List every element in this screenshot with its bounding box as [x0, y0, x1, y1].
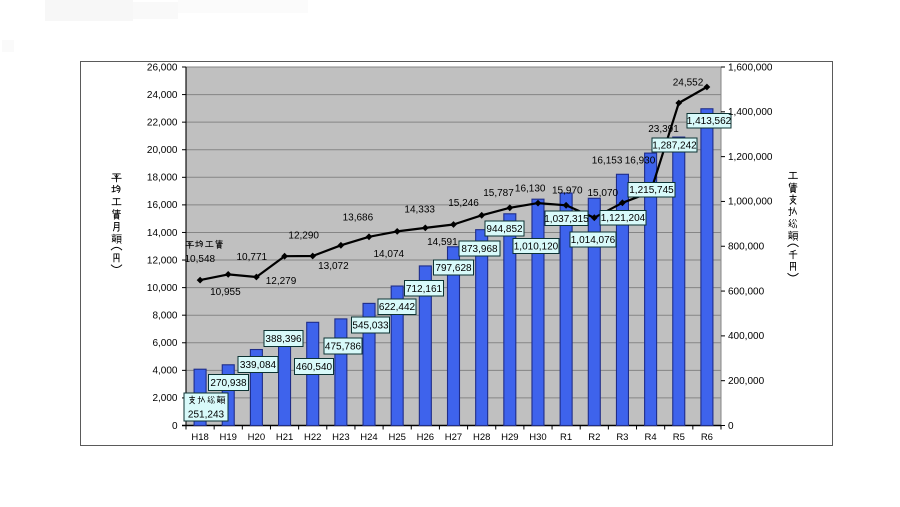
- svg-text:R4: R4: [645, 432, 657, 443]
- svg-text:10,955: 10,955: [210, 287, 241, 298]
- svg-text:15,787: 15,787: [483, 188, 514, 199]
- svg-text:270,938: 270,938: [210, 378, 247, 389]
- svg-text:H18: H18: [191, 432, 208, 443]
- svg-text:6,000: 6,000: [152, 338, 177, 349]
- svg-text:R3: R3: [616, 432, 628, 443]
- svg-text:12,000: 12,000: [147, 255, 178, 266]
- svg-text:13,686: 13,686: [343, 213, 374, 224]
- svg-text:10,000: 10,000: [147, 283, 178, 294]
- svg-text:873,968: 873,968: [461, 244, 498, 255]
- svg-text:944,852: 944,852: [486, 224, 523, 235]
- svg-text:R2: R2: [588, 432, 600, 443]
- svg-text:H29: H29: [501, 432, 518, 443]
- svg-text:15,970: 15,970: [552, 185, 583, 196]
- svg-text:24,000: 24,000: [147, 90, 178, 101]
- svg-text:14,333: 14,333: [404, 204, 435, 215]
- svg-text:600,000: 600,000: [728, 286, 765, 297]
- svg-text:622,442: 622,442: [379, 302, 416, 313]
- svg-text:1,014,076: 1,014,076: [571, 235, 616, 246]
- svg-text:475,786: 475,786: [325, 342, 362, 353]
- svg-text:2,000: 2,000: [152, 393, 177, 404]
- svg-text:H19: H19: [219, 432, 236, 443]
- svg-text:24,552: 24,552: [673, 77, 704, 88]
- svg-text:800,000: 800,000: [728, 242, 765, 253]
- svg-text:R1: R1: [560, 432, 572, 443]
- svg-text:H28: H28: [473, 432, 490, 443]
- svg-text:H25: H25: [388, 432, 405, 443]
- svg-text:10,771: 10,771: [237, 252, 268, 263]
- svg-text:1,413,562: 1,413,562: [687, 116, 732, 127]
- svg-text:200,000: 200,000: [728, 376, 765, 387]
- svg-text:26,000: 26,000: [147, 62, 178, 73]
- svg-text:10,548: 10,548: [185, 254, 216, 265]
- svg-text:H27: H27: [445, 432, 462, 443]
- svg-text:0: 0: [728, 421, 734, 432]
- svg-text:251,243: 251,243: [188, 410, 225, 421]
- svg-text:20,000: 20,000: [147, 145, 178, 156]
- svg-text:14,591: 14,591: [427, 237, 458, 248]
- svg-text:H22: H22: [304, 432, 321, 443]
- svg-text:1,287,242: 1,287,242: [652, 141, 697, 152]
- svg-text:14,000: 14,000: [147, 228, 178, 239]
- svg-text:797,628: 797,628: [435, 263, 472, 274]
- svg-text:545,033: 545,033: [352, 321, 389, 332]
- svg-text:R5: R5: [673, 432, 685, 443]
- svg-text:H26: H26: [417, 432, 434, 443]
- svg-text:13,072: 13,072: [318, 261, 349, 272]
- svg-text:16,930: 16,930: [625, 156, 656, 167]
- svg-text:8,000: 8,000: [152, 311, 177, 322]
- svg-text:339,084: 339,084: [240, 360, 277, 371]
- svg-text:4,000: 4,000: [152, 366, 177, 377]
- svg-text:22,000: 22,000: [147, 118, 178, 129]
- svg-text:16,000: 16,000: [147, 200, 178, 211]
- svg-text:R6: R6: [701, 432, 713, 443]
- svg-text:1,010,120: 1,010,120: [514, 242, 559, 253]
- svg-text:15,070: 15,070: [588, 188, 619, 199]
- svg-text:1,037,315: 1,037,315: [544, 214, 589, 225]
- svg-text:400,000: 400,000: [728, 331, 765, 342]
- svg-text:1,000,000: 1,000,000: [728, 197, 773, 208]
- svg-text:388,396: 388,396: [265, 334, 302, 345]
- svg-text:0: 0: [172, 421, 178, 432]
- svg-text:16,153: 16,153: [592, 156, 623, 167]
- svg-text:H23: H23: [332, 432, 349, 443]
- svg-text:12,279: 12,279: [266, 276, 297, 287]
- svg-text:12,290: 12,290: [288, 231, 319, 242]
- svg-text:23,391: 23,391: [648, 124, 679, 135]
- svg-text:H21: H21: [276, 432, 293, 443]
- svg-text:1,400,000: 1,400,000: [728, 107, 773, 118]
- svg-text:H20: H20: [248, 432, 265, 443]
- svg-text:1,200,000: 1,200,000: [728, 152, 773, 163]
- svg-text:1,215,745: 1,215,745: [629, 185, 674, 196]
- svg-text:16,130: 16,130: [515, 183, 546, 194]
- svg-text:14,074: 14,074: [374, 249, 405, 260]
- svg-text:18,000: 18,000: [147, 173, 178, 184]
- svg-text:15,246: 15,246: [448, 198, 479, 209]
- svg-text:1,600,000: 1,600,000: [728, 62, 773, 73]
- svg-text:712,161: 712,161: [406, 284, 443, 295]
- svg-text:1,121,204: 1,121,204: [601, 213, 646, 224]
- svg-text:H30: H30: [529, 432, 546, 443]
- svg-text:460,540: 460,540: [296, 362, 333, 373]
- svg-text:H24: H24: [360, 432, 377, 443]
